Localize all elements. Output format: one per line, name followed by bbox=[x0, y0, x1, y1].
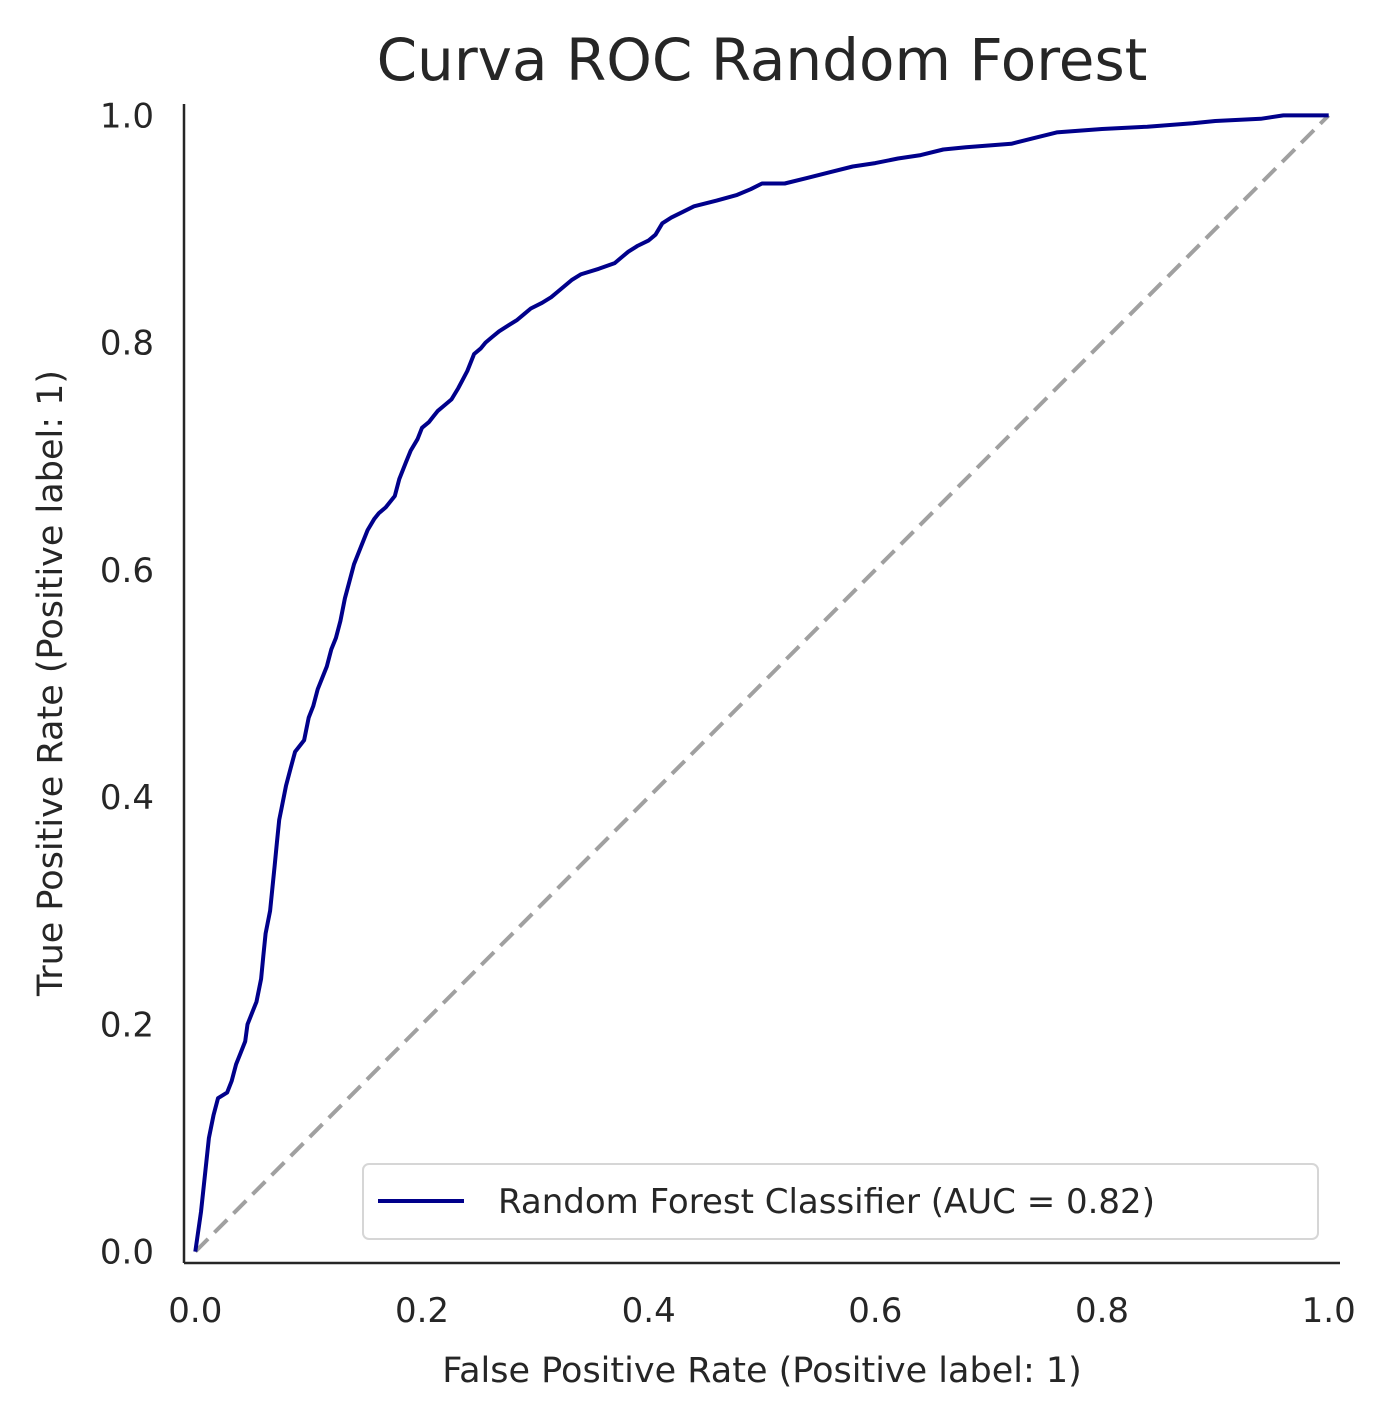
y-tick-label: 0.8 bbox=[100, 324, 154, 364]
x-tick-label: 1.0 bbox=[1302, 1291, 1356, 1331]
y-tick-label: 0.0 bbox=[100, 1233, 154, 1273]
x-tick-label: 0.2 bbox=[395, 1291, 449, 1331]
y-tick-label: 0.4 bbox=[100, 778, 154, 818]
chance-diagonal-line bbox=[193, 113, 1331, 1254]
legend: Random Forest Classifier (AUC = 0.82) bbox=[362, 1163, 1319, 1240]
legend-label: Random Forest Classifier (AUC = 0.82) bbox=[498, 1182, 1155, 1222]
x-tick-label: 0.6 bbox=[848, 1291, 902, 1331]
x-tick-label: 0.4 bbox=[622, 1291, 676, 1331]
x-tick-labels: 0.0 0.2 0.4 0.6 0.8 1.0 bbox=[168, 1291, 1355, 1331]
x-tick-label: 0.0 bbox=[168, 1291, 222, 1331]
chart-title: Curva ROC Random Forest bbox=[377, 26, 1148, 94]
x-axis-label: False Positive Rate (Positive label: 1) bbox=[442, 1351, 1082, 1391]
roc-curve-line bbox=[193, 113, 1329, 1252]
y-tick-label: 1.0 bbox=[100, 96, 154, 136]
x-tick-label: 0.8 bbox=[1075, 1291, 1129, 1331]
y-tick-labels: 0.0 0.2 0.4 0.6 0.8 1.0 bbox=[100, 96, 154, 1272]
legend-frame bbox=[362, 1163, 1319, 1240]
y-tick-label: 0.2 bbox=[100, 1005, 154, 1045]
y-tick-label: 0.6 bbox=[100, 551, 154, 591]
y-axis-label: True Positive Rate (Positive label: 1) bbox=[31, 370, 71, 997]
